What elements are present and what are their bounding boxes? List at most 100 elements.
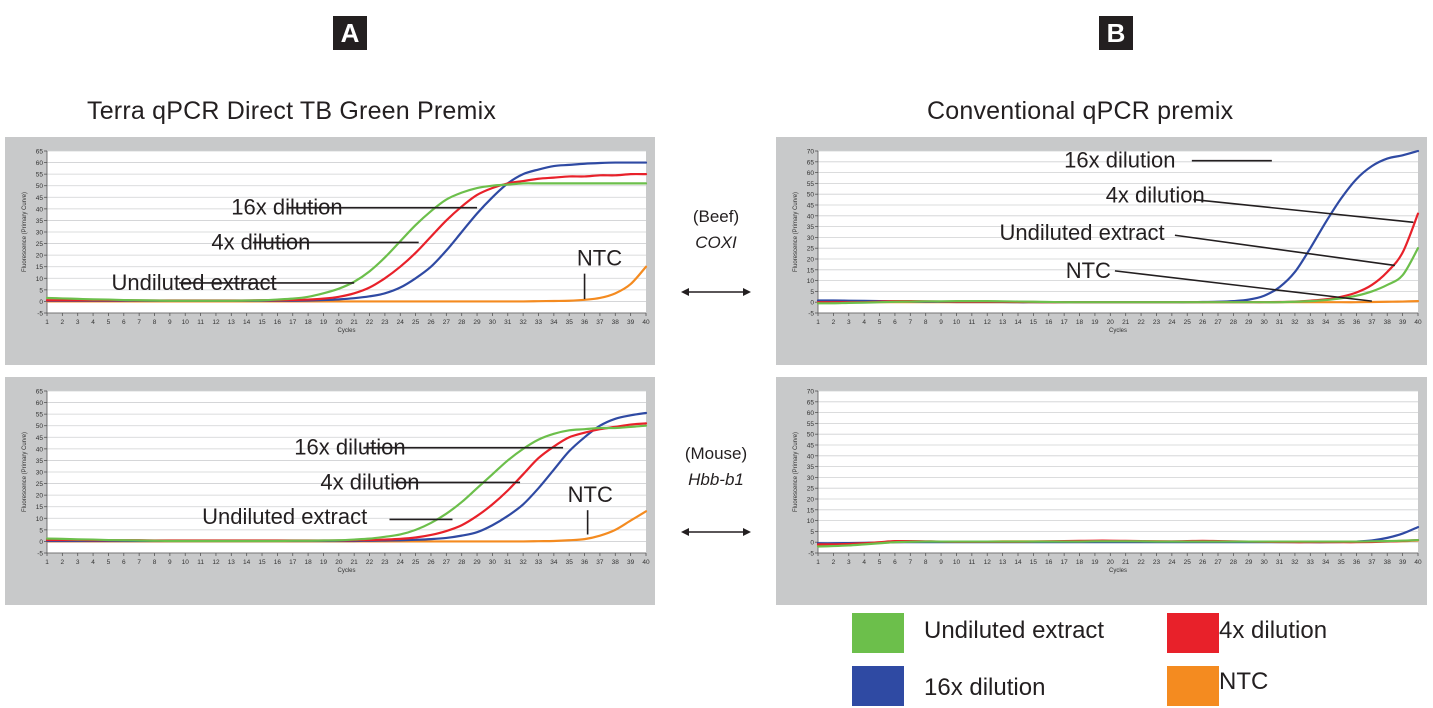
y-tick-label: -5: [808, 551, 814, 558]
x-tick-label: 5: [107, 319, 111, 326]
y-tick-label: 15: [807, 267, 815, 274]
row1-sample: (Beef): [692, 207, 740, 226]
y-tick-label: 40: [36, 446, 44, 453]
y-tick-label: 45: [36, 195, 44, 202]
annotation-label-ntc: NTC: [568, 482, 613, 507]
y-tick-label: 40: [807, 213, 815, 220]
x-tick-label: 34: [1322, 319, 1330, 326]
y-tick-label: 35: [36, 218, 44, 225]
y-tick-label: 0: [810, 300, 814, 307]
y-tick-label: 30: [807, 235, 815, 242]
x-tick-label: 27: [443, 319, 451, 326]
y-tick-label: -5: [37, 551, 43, 558]
x-tick-label: 4: [862, 559, 866, 566]
y-tick-label: 10: [36, 516, 44, 523]
x-tick-label: 28: [458, 319, 466, 326]
row2-sample: (Mouse): [684, 444, 748, 463]
annotation-label-16x-dilution: 16x dilution: [294, 435, 405, 460]
y-tick-label: 35: [807, 464, 815, 471]
y-tick-label: 45: [807, 443, 815, 450]
x-tick-label: 40: [1414, 559, 1422, 566]
x-tick-label: 29: [1245, 319, 1253, 326]
x-tick-label: 12: [212, 319, 220, 326]
x-tick-label: 37: [1368, 319, 1376, 326]
x-tick-label: 30: [1261, 559, 1269, 566]
x-tick-label: 35: [1337, 559, 1345, 566]
y-tick-label: 50: [36, 423, 44, 430]
x-tick-label: 15: [1030, 319, 1038, 326]
x-tick-label: 26: [1199, 559, 1207, 566]
x-tick-label: 10: [953, 559, 961, 566]
x-tick-label: 25: [1184, 319, 1192, 326]
chart-panel-b-beef: -5 0 5 10 15 20 25 30 35 40 45 50 55 60 65 70 1 2 3 4 5 6 7 8 9 1…: [776, 137, 1427, 365]
x-tick-label: 30: [489, 319, 497, 326]
series-line-undiluted-extract: [45, 182, 648, 302]
x-tick-label: 1: [816, 319, 820, 326]
x-tick-label: 2: [832, 319, 836, 326]
y-tick-label: 0: [39, 299, 43, 306]
x-tick-label: 19: [320, 559, 328, 566]
x-tick-label: 8: [153, 319, 157, 326]
x-tick-label: 37: [1368, 559, 1376, 566]
x-tick-label: 8: [153, 559, 157, 566]
y-tick-label: 15: [36, 264, 44, 271]
chart-panel-a-beef: -5 0 5 10 15 20 25 30 35 40 45 50 55 60 65 1 2 3 4 5 6 7 8 9 10 1…: [5, 137, 655, 365]
x-tick-label: 6: [122, 319, 126, 326]
x-tick-label: 18: [1076, 559, 1084, 566]
y-tick-label: -5: [37, 311, 43, 318]
x-tick-label: 28: [1230, 559, 1238, 566]
x-tick-label: 40: [642, 319, 650, 326]
x-tick-label: 1: [816, 559, 820, 566]
y-tick-label: 60: [807, 410, 815, 417]
x-tick-label: 18: [304, 559, 312, 566]
x-tick-label: 11: [968, 319, 975, 326]
y-tick-label: 40: [807, 453, 815, 460]
y-tick-label: 20: [807, 497, 815, 504]
x-tick-label: 12: [984, 559, 992, 566]
x-tick-label: 6: [893, 559, 897, 566]
x-tick-label: 24: [397, 319, 405, 326]
legend-swatch-4x: [1167, 613, 1219, 653]
x-tick-label: 4: [91, 319, 95, 326]
x-tick-label: 20: [1107, 319, 1115, 326]
x-tick-label: 22: [1137, 559, 1145, 566]
x-tick-label: 19: [320, 319, 328, 326]
x-tick-label: 9: [168, 319, 172, 326]
x-tick-label: 26: [1199, 319, 1207, 326]
annotation-label-ntc: NTC: [577, 246, 622, 271]
x-tick-label: 13: [999, 319, 1007, 326]
y-tick-label: 35: [807, 224, 815, 231]
double-arrow-icon: [681, 288, 751, 296]
legend-swatch-ntc: [1167, 666, 1219, 706]
y-tick-label: 55: [807, 181, 815, 188]
x-tick-label: 35: [1337, 319, 1345, 326]
y-tick-label: 20: [36, 493, 44, 500]
row1-gene: COXI: [695, 233, 737, 252]
x-tick-label: 18: [1076, 319, 1084, 326]
y-tick-label: 65: [36, 389, 44, 396]
x-tick-label: 15: [1030, 559, 1038, 566]
panel-a-title: Terra qPCR Direct TB Green Premix: [87, 97, 497, 125]
x-tick-label: 21: [1122, 319, 1130, 326]
y-tick-label: 60: [36, 160, 44, 167]
x-tick-label: 4: [91, 559, 95, 566]
y-tick-label: 50: [36, 183, 44, 190]
annotation-pointer-undiluted-extract: [1174, 234, 1396, 267]
x-tick-label: 2: [61, 559, 65, 566]
annotation-label-4x-dilution: 4x dilution: [211, 229, 310, 254]
x-tick-label: 36: [581, 559, 589, 566]
x-tick-label: 3: [76, 319, 80, 326]
x-tick-label: 38: [612, 559, 620, 566]
annotation-pointer-4x-dilution: [1193, 198, 1414, 224]
x-tick-label: 16: [274, 319, 282, 326]
annotation-pointer-ntc: [1114, 270, 1372, 302]
x-tick-label: 7: [908, 319, 912, 326]
x-tick-label: 23: [1153, 559, 1161, 566]
x-tick-label: 37: [596, 559, 604, 566]
x-tick-label: 25: [412, 559, 420, 566]
x-tick-label: 9: [939, 319, 943, 326]
x-tick-label: 39: [627, 319, 635, 326]
y-tick-label: 55: [36, 172, 44, 179]
annotation-label-16x-dilution: 16x dilution: [231, 195, 342, 220]
